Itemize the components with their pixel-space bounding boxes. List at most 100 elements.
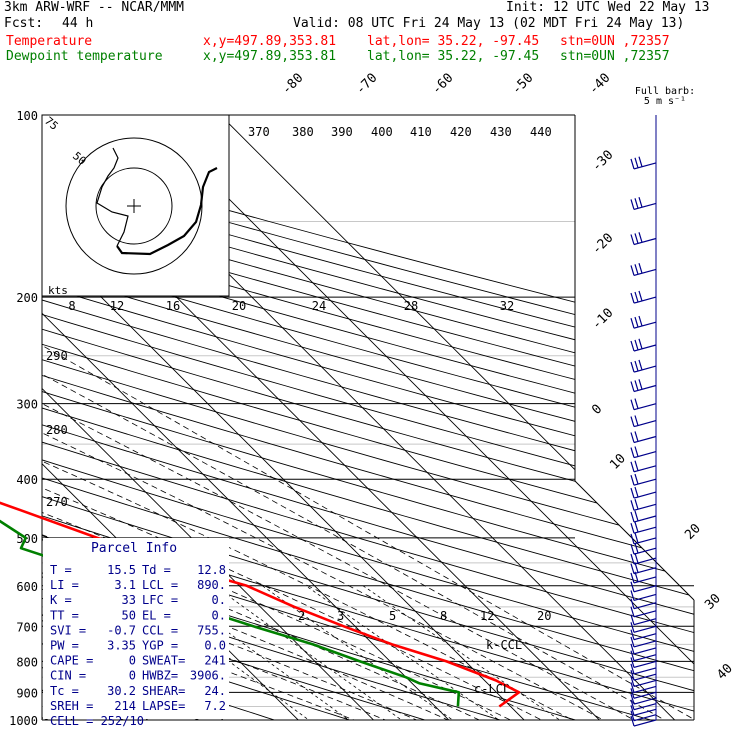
legend-temperature-name: Temperature bbox=[6, 34, 93, 49]
wind-barb bbox=[630, 699, 657, 711]
parcel-value: 3.1 bbox=[114, 578, 136, 592]
mixing-ratio-label: 20 bbox=[537, 609, 551, 623]
pressure-label: 200 bbox=[16, 291, 38, 305]
parcel-label2: LCL = bbox=[142, 578, 178, 592]
mixing-ratio-label: 2 bbox=[298, 609, 305, 623]
isotherm-label: -20 bbox=[589, 231, 616, 258]
wind-barb bbox=[630, 657, 657, 668]
wind-barb bbox=[630, 614, 657, 626]
dry-adiabat bbox=[42, 244, 575, 394]
wind-barb bbox=[630, 650, 657, 662]
wind-barb bbox=[630, 571, 657, 584]
wind-barb bbox=[630, 590, 657, 601]
parcel-label: K = bbox=[50, 593, 72, 607]
isotherm-label: 40 bbox=[714, 661, 736, 683]
parcel-value: 50 bbox=[122, 608, 136, 622]
parcel-value2: 0. bbox=[212, 608, 226, 622]
series-line bbox=[0, 519, 461, 707]
wind-barb bbox=[630, 705, 657, 716]
isotherm bbox=[219, 115, 575, 471]
pressure-label: 100 bbox=[16, 109, 38, 123]
wind-barb bbox=[630, 415, 657, 428]
theta-label: 400 bbox=[371, 125, 393, 139]
pressure-label: 600 bbox=[16, 580, 38, 594]
parcel-value2: 241 bbox=[204, 654, 226, 668]
hodograph-speed-label: 20 bbox=[232, 299, 246, 313]
parcel-label2: YGP = bbox=[142, 639, 178, 653]
wind-barb bbox=[630, 398, 657, 411]
parcel-label2: EL = bbox=[142, 608, 171, 622]
isotherm bbox=[42, 237, 286, 481]
wind-barb bbox=[630, 486, 657, 499]
parcel-label: TT = bbox=[50, 608, 79, 622]
dry-adiabat bbox=[42, 271, 575, 422]
isotherm-label: 0 bbox=[589, 402, 605, 418]
isotherm-label: 30 bbox=[702, 591, 724, 613]
wind-barb bbox=[630, 379, 657, 393]
dry-adiabat bbox=[42, 343, 518, 481]
wind-barb bbox=[630, 663, 657, 675]
wind-barb bbox=[630, 446, 657, 459]
ccl-annotation: k-CCL bbox=[486, 638, 522, 652]
sounding-profiles: k-CCL c-LCL bbox=[0, 501, 522, 708]
pressure-label: 900 bbox=[16, 686, 38, 700]
hodograph-speed-label: 8 bbox=[68, 299, 75, 313]
isotherm bbox=[42, 481, 538, 720]
theta-label-left: 280 bbox=[46, 423, 68, 437]
wind-barb bbox=[630, 532, 657, 545]
parcel-label: SVI = bbox=[50, 623, 86, 637]
wind-barb bbox=[630, 710, 657, 722]
theta-label: 370 bbox=[248, 125, 270, 139]
mixing-ratio-label: 8 bbox=[440, 609, 447, 623]
wind-barb bbox=[630, 636, 657, 648]
moist-adiabat bbox=[42, 481, 688, 720]
wind-barb bbox=[630, 359, 657, 373]
wind-barb bbox=[630, 431, 657, 444]
valid-time: Valid: 08 UTC Fri 24 May 13 (02 MDT Fri … bbox=[293, 16, 685, 31]
parcel-value2: 7.2 bbox=[204, 699, 226, 713]
hodograph-ring bbox=[95, 167, 173, 245]
isotherm-label: -30 bbox=[589, 148, 616, 175]
hodograph-speed-label: 28 bbox=[404, 299, 418, 313]
isotherm-label: 10 bbox=[607, 451, 629, 473]
mixing-ratio-label: 5 bbox=[389, 609, 396, 623]
legend-dewpoint-name: Dewpoint temperature bbox=[6, 49, 163, 64]
parcel-value: 0 bbox=[129, 669, 136, 683]
isotherm bbox=[42, 481, 613, 720]
mixing-ratio-line bbox=[126, 585, 327, 720]
dry-adiabat bbox=[42, 313, 575, 467]
wind-barb bbox=[630, 676, 657, 687]
header: 3km ARW-WRF -- NCAR/MMM Init: 12 UTC Wed… bbox=[0, 0, 740, 70]
parcel-label: SREH = bbox=[50, 699, 93, 713]
moist-adiabat bbox=[42, 481, 417, 720]
parcel-value2: 3906. bbox=[190, 669, 226, 683]
legend-temperature-stn: stn=0UN ,72357 bbox=[560, 34, 670, 49]
isotherm bbox=[144, 115, 512, 481]
legend-dewpoint-xy: x,y=497.89,353.81 bbox=[203, 49, 337, 64]
wind-barb bbox=[630, 473, 657, 486]
dry-adiabat bbox=[42, 257, 575, 408]
parcel-label2: SWEAT= bbox=[142, 654, 185, 668]
isotherm bbox=[144, 481, 694, 720]
forecast-hour: 44 h bbox=[62, 16, 94, 31]
theta-label: 410 bbox=[410, 125, 432, 139]
isotherm-label: -50 bbox=[509, 71, 536, 98]
mixing-ratio-line bbox=[213, 585, 420, 720]
pressure-label: 700 bbox=[16, 620, 38, 634]
dry-adiabat bbox=[42, 218, 575, 367]
dry-adiabat bbox=[42, 481, 694, 720]
wind-barb bbox=[630, 460, 657, 473]
frame-right-diagonal bbox=[574, 480, 695, 601]
wind-barb bbox=[630, 606, 657, 618]
pressure-label: 400 bbox=[16, 473, 38, 487]
wind-barb bbox=[630, 643, 657, 655]
parcel-label2: Td = bbox=[142, 563, 171, 577]
parcel-value: 0 bbox=[129, 654, 136, 668]
wind-barb bbox=[630, 670, 657, 681]
isotherm-label: -80 bbox=[279, 71, 306, 98]
hodograph-kts-label: kts bbox=[48, 284, 68, 297]
hodograph-trace-thick bbox=[116, 167, 218, 256]
dry-adiabat bbox=[42, 231, 575, 380]
theta-label: 440 bbox=[530, 125, 552, 139]
theta-label-left: 290 bbox=[46, 349, 68, 363]
